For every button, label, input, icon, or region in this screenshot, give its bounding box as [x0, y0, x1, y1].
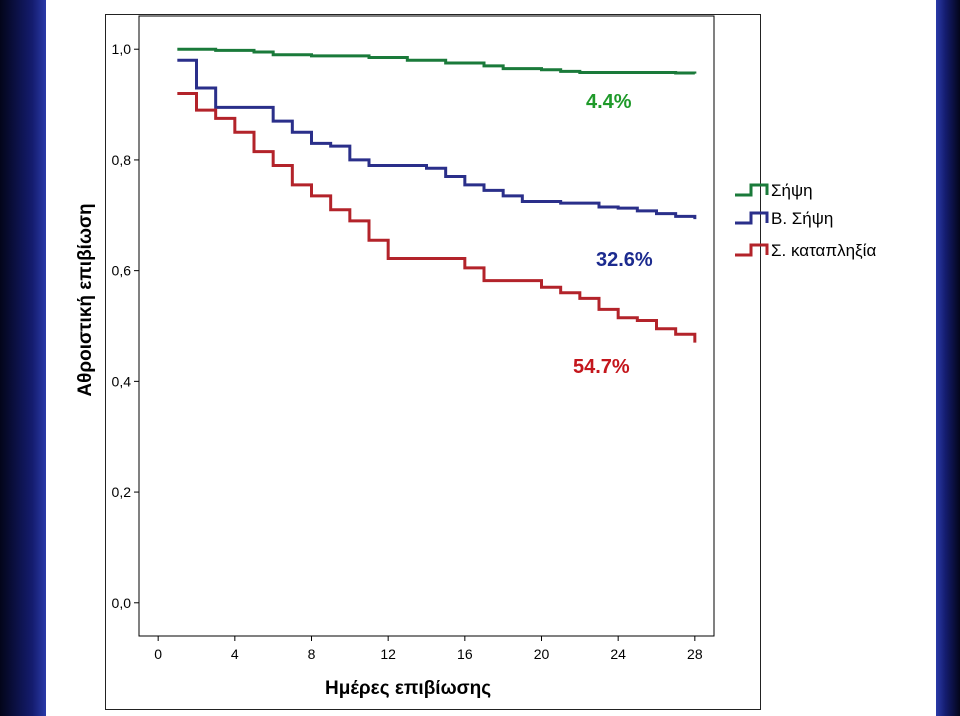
annotation-septic-shock-mortality: 54.7% — [573, 356, 630, 378]
legend-step-line — [735, 243, 769, 257]
series-line-2 — [177, 92, 697, 343]
y-axis-label: Αθροιστική επιβίωση — [75, 203, 96, 397]
x-tick-label: 4 — [231, 646, 239, 662]
legend-item-severe-sepsis: Β. Σήψη — [733, 208, 833, 230]
legend-label-severe-sepsis: Β. Σήψη — [771, 209, 834, 228]
plot-area — [138, 15, 715, 637]
series-line-0 — [177, 47, 697, 75]
axes: 0,0 0,2 0,4 0,6 0,8 1,0 0 4 8 12 16 20 24 28 — [112, 15, 715, 662]
x-tick-label: 28 — [687, 646, 703, 662]
series-layer — [177, 47, 697, 343]
annotation-sepsis-mortality: 4.4% — [586, 91, 632, 113]
left-decorative-bar — [0, 0, 46, 716]
legend-step-line — [735, 211, 769, 225]
legend-label-septic-shock: Σ. καταπληξία — [771, 241, 877, 260]
x-tick-label: 0 — [154, 646, 162, 662]
legend-swatch-sepsis-icon — [735, 183, 769, 197]
y-axis-label-wrap: Αθροιστική επιβίωση — [66, 150, 106, 450]
x-axis-label: Ημέρες επιβίωσης — [325, 678, 492, 699]
x-tick-label: 20 — [534, 646, 550, 662]
legend-swatch-septic-shock-icon — [735, 243, 769, 257]
y-tick-label: 0,8 — [112, 152, 132, 168]
x-tick-label: 24 — [610, 646, 626, 662]
annotation-severe-sepsis-mortality: 32.6% — [596, 249, 653, 271]
right-decorative-bar — [936, 0, 960, 716]
y-tick-label: 1,0 — [112, 41, 132, 57]
legend-item-sepsis: Σήψη — [733, 180, 813, 202]
slide — [46, 0, 936, 716]
x-tick-label: 8 — [308, 646, 316, 662]
x-tick-label: 12 — [380, 646, 396, 662]
legend-swatch-severe-sepsis-icon — [735, 211, 769, 225]
y-tick-label: 0,0 — [112, 595, 132, 611]
y-tick-label: 0,2 — [112, 484, 132, 500]
series-line-1 — [177, 58, 697, 220]
y-tick-label: 0,6 — [112, 263, 132, 279]
legend-step-line — [735, 183, 769, 197]
x-tick-label: 16 — [457, 646, 473, 662]
chart-frame — [105, 14, 761, 710]
legend-item-septic-shock: Σ. καταπληξία — [733, 240, 876, 262]
y-tick-label: 0,4 — [112, 373, 132, 389]
legend-label-sepsis: Σήψη — [771, 181, 813, 200]
